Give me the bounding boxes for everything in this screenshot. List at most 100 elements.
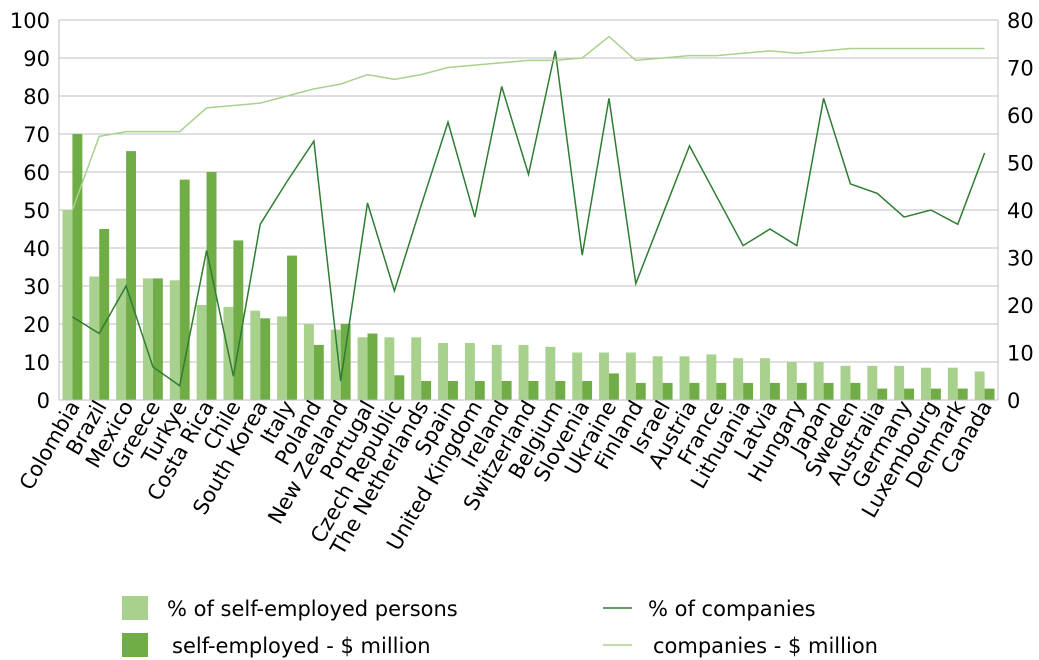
bar-of-self-employed-persons-canada	[974, 371, 985, 400]
bar-of-self-employed-persons-new-zealand	[330, 329, 341, 400]
left-tick-label-30: 30	[23, 275, 50, 299]
bar-of-self-employed-persons-lithuania	[733, 358, 744, 400]
bar-of-self-employed-persons-costa-rica	[196, 305, 207, 400]
axes	[58, 20, 999, 401]
bar-of-self-employed-persons-united-kingdom	[464, 343, 475, 400]
bar-of-self-employed-persons-austria	[679, 356, 690, 400]
bar-self-employed-million-israel	[662, 382, 673, 400]
bar-self-employed-million-canada	[984, 388, 995, 400]
right-tick-label-10: 10	[1007, 342, 1034, 366]
bar-of-self-employed-persons-switzerland	[518, 344, 529, 400]
bar-of-self-employed-persons-portugal	[357, 337, 368, 400]
right-tick-label-60: 60	[1007, 104, 1034, 128]
bar-self-employed-million-spain	[448, 381, 458, 400]
bar-self-employed-million-italy	[287, 255, 297, 400]
right-tick-label-30: 30	[1007, 247, 1034, 271]
line-series-companies-million	[71, 35, 985, 211]
bar-of-self-employed-persons-belgium	[545, 346, 556, 400]
bar-self-employed-million-united-kingdom	[474, 381, 485, 400]
bar-of-self-employed-persons-colombia	[62, 210, 73, 400]
left-tick-label-0: 0	[37, 389, 50, 413]
bar-self-employed-million-japan	[823, 382, 834, 400]
bar-self-employed-million-ireland	[501, 381, 512, 400]
bar-self-employed-million-turkye	[179, 179, 190, 400]
right-tick-label-0: 0	[1007, 389, 1020, 413]
bar-of-self-employed-persons-czech-republic	[384, 337, 395, 400]
bar-of-self-employed-persons-latvia	[760, 358, 770, 400]
bar-self-employed-million-mexico	[126, 151, 136, 400]
legend-label-self-employed-persons: % of self-employed persons	[167, 597, 458, 621]
left-tick-label-100: 100	[10, 9, 50, 33]
left-tick-label-60: 60	[23, 161, 50, 185]
bar-of-self-employed-persons-italy	[277, 316, 288, 400]
line-series-of-companies	[72, 50, 986, 388]
legend: % of self-employed persons self-employed…	[122, 596, 878, 658]
bar-self-employed-million-poland	[313, 344, 324, 400]
bar-self-employed-million-luxembourg	[930, 388, 941, 400]
bar-of-self-employed-persons-spain	[438, 343, 449, 400]
bar-self-employed-million-france	[716, 382, 727, 400]
legend-swatch-self-employed-million	[122, 633, 148, 657]
legend-label-companies-percent: % of companies	[648, 597, 816, 621]
bar-of-self-employed-persons-greece	[142, 278, 153, 400]
right-tick-label-40: 40	[1007, 199, 1034, 223]
bar-self-employed-million-portugal	[367, 333, 378, 400]
left-tick-label-80: 80	[23, 85, 50, 109]
bar-of-self-employed-persons-israel	[652, 356, 663, 400]
bar-of-self-employed-persons-poland	[303, 324, 314, 400]
bar-self-employed-million-colombia	[72, 134, 83, 400]
bar-of-self-employed-persons-hungary	[786, 362, 797, 400]
bar-self-employed-million-lithuania	[743, 382, 754, 400]
right-tick-label-80: 80	[1007, 9, 1034, 33]
legend-label-companies-million: companies - $ million	[653, 634, 878, 658]
bar-of-self-employed-persons-ireland	[491, 344, 502, 400]
bar-of-self-employed-persons-ukraine	[599, 352, 609, 400]
left-tick-label-50: 50	[23, 199, 50, 223]
bar-of-self-employed-persons-finland	[625, 352, 636, 400]
series-lines	[71, 35, 986, 388]
left-tick-label-20: 20	[23, 313, 50, 337]
left-tick-label-10: 10	[23, 351, 50, 375]
left-tick-label-70: 70	[23, 123, 50, 147]
bar-of-self-employed-persons-denmark	[947, 367, 958, 400]
right-axis-tick-labels: 0 10 20 30 40 50 60 70 80	[1007, 9, 1034, 413]
bar-self-employed-million-belgium	[555, 381, 566, 400]
bar-of-self-employed-persons-sweden	[840, 365, 851, 400]
bar-of-self-employed-persons-france	[706, 354, 717, 400]
bar-self-employed-million-germany	[904, 388, 915, 400]
bar-self-employed-million-finland	[635, 382, 646, 400]
bar-of-self-employed-persons-japan	[813, 362, 824, 400]
bar-of-self-employed-persons-slovenia	[572, 352, 583, 400]
left-tick-label-90: 90	[23, 47, 50, 71]
bar-of-self-employed-persons-turkye	[169, 280, 180, 400]
bar-self-employed-million-australia	[877, 388, 888, 400]
bar-self-employed-million-the-netherlands	[421, 381, 432, 400]
bar-self-employed-million-denmark	[957, 388, 968, 400]
bar-self-employed-million-sweden	[850, 382, 861, 400]
bar-of-self-employed-persons-south-korea	[250, 310, 261, 400]
bar-self-employed-million-hungary	[796, 382, 807, 400]
bar-self-employed-million-ukraine	[608, 373, 619, 400]
bar-self-employed-million-austria	[689, 382, 700, 400]
bar-self-employed-million-costa-rica	[206, 172, 217, 400]
bar-self-employed-million-slovenia	[582, 381, 593, 400]
legend-swatch-self-employed-persons	[122, 596, 148, 620]
bar-self-employed-million-south-korea	[260, 318, 271, 400]
bar-of-self-employed-persons-brazil	[89, 276, 100, 400]
right-tick-label-20: 20	[1007, 294, 1034, 318]
bar-of-self-employed-persons-luxembourg	[921, 367, 931, 400]
bar-self-employed-million-czech-republic	[394, 375, 405, 400]
left-tick-label-40: 40	[23, 237, 50, 261]
right-tick-label-70: 70	[1007, 57, 1034, 81]
bar-self-employed-million-chile	[233, 240, 244, 400]
right-tick-label-50: 50	[1007, 152, 1034, 176]
bar-self-employed-million-new-zealand	[340, 324, 351, 400]
legend-label-self-employed-million: self-employed - $ million	[172, 634, 431, 658]
bar-self-employed-million-brazil	[99, 229, 110, 400]
bar-of-self-employed-persons-the-netherlands	[411, 337, 422, 400]
bar-self-employed-million-greece	[152, 278, 163, 400]
bar-of-self-employed-persons-germany	[894, 365, 905, 400]
